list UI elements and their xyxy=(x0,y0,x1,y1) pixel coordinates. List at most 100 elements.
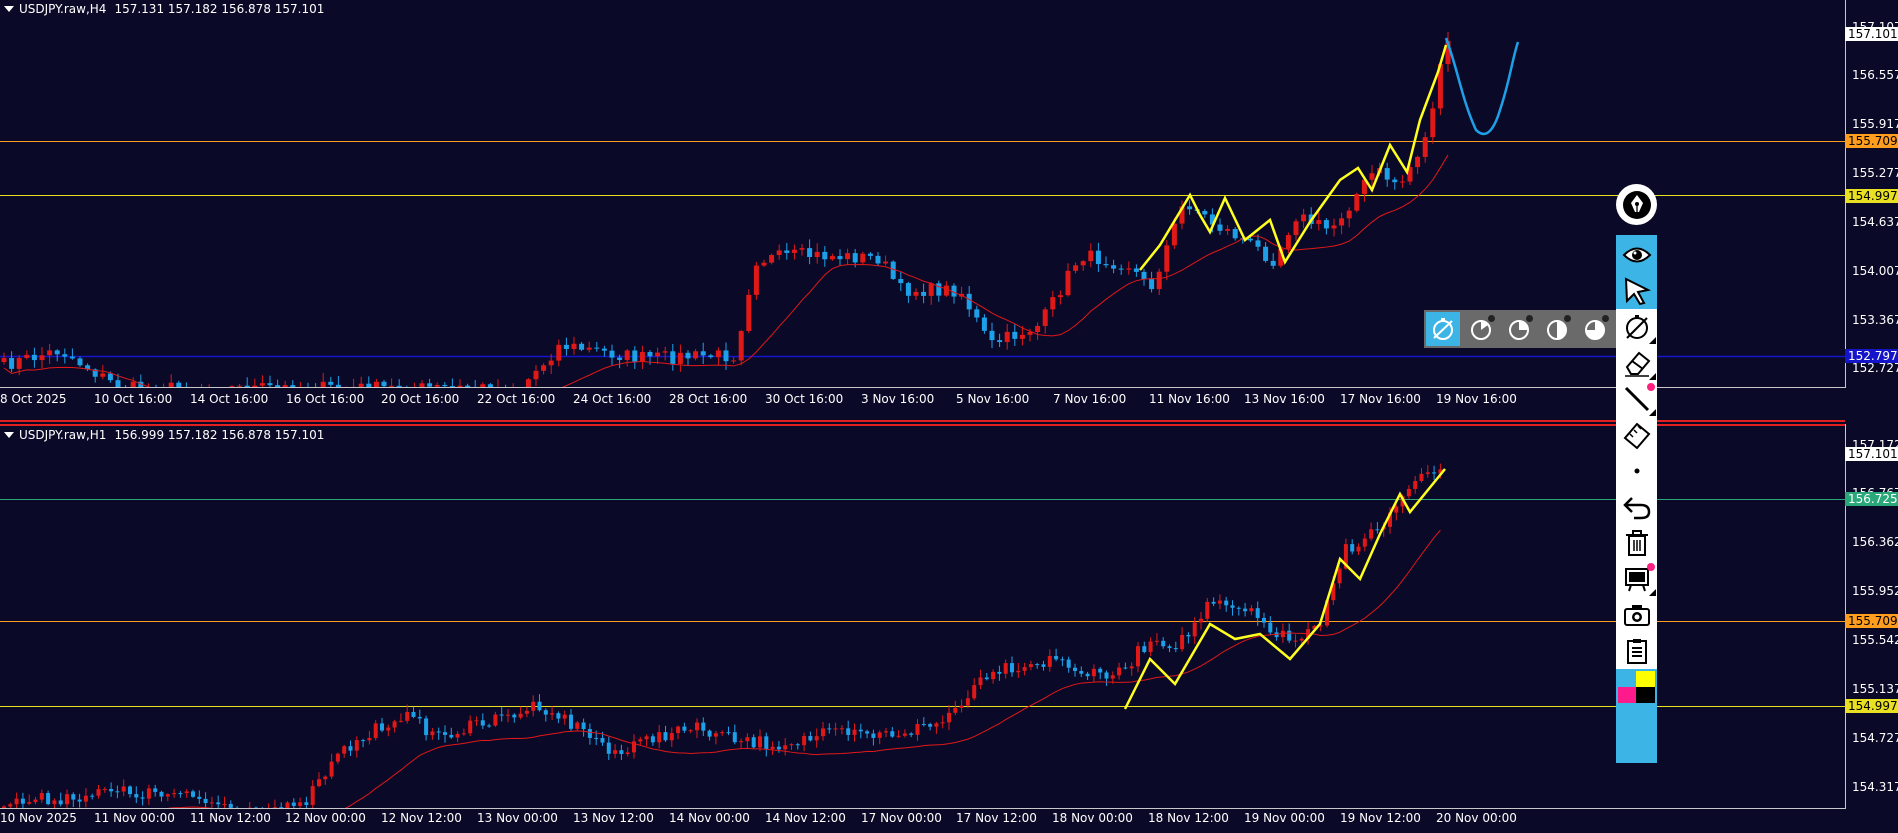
bull-candle xyxy=(1126,268,1132,270)
bear-candle xyxy=(795,744,800,746)
color-swatch-black[interactable] xyxy=(1636,687,1655,703)
bull-candle xyxy=(1356,546,1361,552)
h4-time-label: 8 Oct 2025 xyxy=(0,392,67,406)
bear-candle xyxy=(707,730,712,737)
dot-size-button[interactable] xyxy=(1616,453,1657,489)
bear-candle xyxy=(85,365,91,370)
bull-candle xyxy=(655,352,661,357)
bull-candle xyxy=(1199,618,1203,623)
h4-orange-level-tag: 155.709 xyxy=(1845,134,1898,148)
h1-chart-pane[interactable]: USDJPY.raw,H1 156.999 157.182 156.878 157… xyxy=(0,424,1898,833)
color-palette[interactable] xyxy=(1616,671,1657,761)
timer-button[interactable] xyxy=(1616,309,1657,345)
h4-yellow-level-tag: 154.997 xyxy=(1845,189,1898,203)
camera-icon xyxy=(1623,605,1650,626)
pane-separator[interactable] xyxy=(0,418,1898,424)
pen-tool-button[interactable] xyxy=(1616,184,1657,225)
bull-candle xyxy=(237,385,243,387)
collapse-triangle-icon[interactable] xyxy=(4,6,14,12)
clipboard-button[interactable] xyxy=(1616,633,1657,669)
h4-price-label: 152.727 xyxy=(1852,361,1898,375)
bull-candle xyxy=(1339,218,1345,226)
bull-candle xyxy=(902,733,907,736)
bull-candle xyxy=(1016,670,1021,673)
color-swatch-yellow[interactable] xyxy=(1636,671,1655,687)
h4-blue-level-tag: 152.797 xyxy=(1845,349,1898,363)
bear-candle xyxy=(594,347,600,349)
bull-candle xyxy=(461,733,466,735)
timer-3-button[interactable] xyxy=(1540,312,1574,346)
bull-candle xyxy=(548,360,554,366)
submenu-corner-icon xyxy=(1649,373,1656,380)
timer-4-button[interactable] xyxy=(1578,312,1612,346)
timer-2-button[interactable] xyxy=(1502,312,1536,346)
h1-time-label: 18 Nov 00:00 xyxy=(1052,811,1133,825)
screen-button[interactable] xyxy=(1616,561,1657,597)
line-tool-button[interactable] xyxy=(1616,381,1657,417)
bull-candle xyxy=(720,732,725,734)
bull-candle xyxy=(713,733,718,737)
timer-off-button[interactable] xyxy=(1426,312,1460,346)
trash-icon xyxy=(1625,530,1648,556)
color-swatch-blue[interactable] xyxy=(1618,671,1636,687)
bull-candle xyxy=(96,789,101,796)
h1-zigzag-line xyxy=(1123,468,1446,710)
h1-time-label: 17 Nov 00:00 xyxy=(861,811,942,825)
delete-button[interactable] xyxy=(1616,525,1657,561)
bull-candle xyxy=(52,800,57,805)
bull-candle xyxy=(405,711,410,721)
bull-candle xyxy=(1073,265,1079,271)
fountain-pen-icon xyxy=(1622,190,1651,219)
bull-candle xyxy=(222,803,227,805)
h1-time-label: 18 Nov 12:00 xyxy=(1148,811,1229,825)
color-swatch-magenta[interactable] xyxy=(1618,687,1636,703)
timer-4-icon xyxy=(1585,320,1605,340)
bull-candle xyxy=(373,381,379,387)
bull-candle xyxy=(978,677,983,686)
bear-candle xyxy=(1217,224,1223,231)
bull-candle xyxy=(342,746,347,754)
bull-candle xyxy=(430,731,435,736)
collapse-triangle-icon[interactable] xyxy=(4,432,14,438)
bear-candle xyxy=(732,732,737,743)
bull-candle xyxy=(419,383,425,387)
bull-candle xyxy=(320,381,326,387)
bear-candle xyxy=(107,373,113,381)
bear-candle xyxy=(1010,663,1014,673)
screenshot-button[interactable] xyxy=(1616,597,1657,633)
bear-candle xyxy=(115,791,120,793)
bear-candle xyxy=(537,701,542,711)
eraser-button[interactable] xyxy=(1616,345,1657,381)
h4-chart-pane[interactable]: USDJPY.raw,H4 157.131 157.182 156.878 157… xyxy=(0,0,1898,418)
bear-candle xyxy=(1255,608,1260,618)
bull-candle xyxy=(669,733,674,741)
bull-candle xyxy=(1050,297,1056,310)
bull-candle xyxy=(745,737,750,742)
bear-candle xyxy=(1060,659,1065,661)
bear-candle xyxy=(764,736,769,750)
bear-candle xyxy=(650,736,655,743)
timer-1-button[interactable] xyxy=(1464,312,1498,346)
bull-candle xyxy=(1047,656,1052,667)
ruler-button[interactable] xyxy=(1616,417,1657,453)
bear-candle xyxy=(909,733,914,735)
bull-candle xyxy=(335,753,340,762)
bear-candle xyxy=(905,283,911,296)
bear-candle xyxy=(1186,634,1191,637)
selected-color-swatch[interactable] xyxy=(1618,703,1655,741)
bull-candle xyxy=(1312,626,1317,630)
bull-candle xyxy=(474,720,479,722)
bull-candle xyxy=(8,804,13,807)
bear-candle xyxy=(723,350,729,362)
visibility-button[interactable] xyxy=(1616,237,1657,273)
undo-button[interactable] xyxy=(1616,489,1657,525)
bull-candle xyxy=(354,740,359,751)
bull-candle xyxy=(693,351,699,359)
bull-candle xyxy=(802,736,807,746)
h4-price-chart[interactable] xyxy=(0,0,1845,387)
h1-price-chart[interactable] xyxy=(0,424,1845,808)
bear-candle xyxy=(31,354,37,361)
bull-candle xyxy=(317,779,321,787)
ruler-icon xyxy=(1623,422,1650,450)
cursor-button[interactable] xyxy=(1616,273,1657,309)
